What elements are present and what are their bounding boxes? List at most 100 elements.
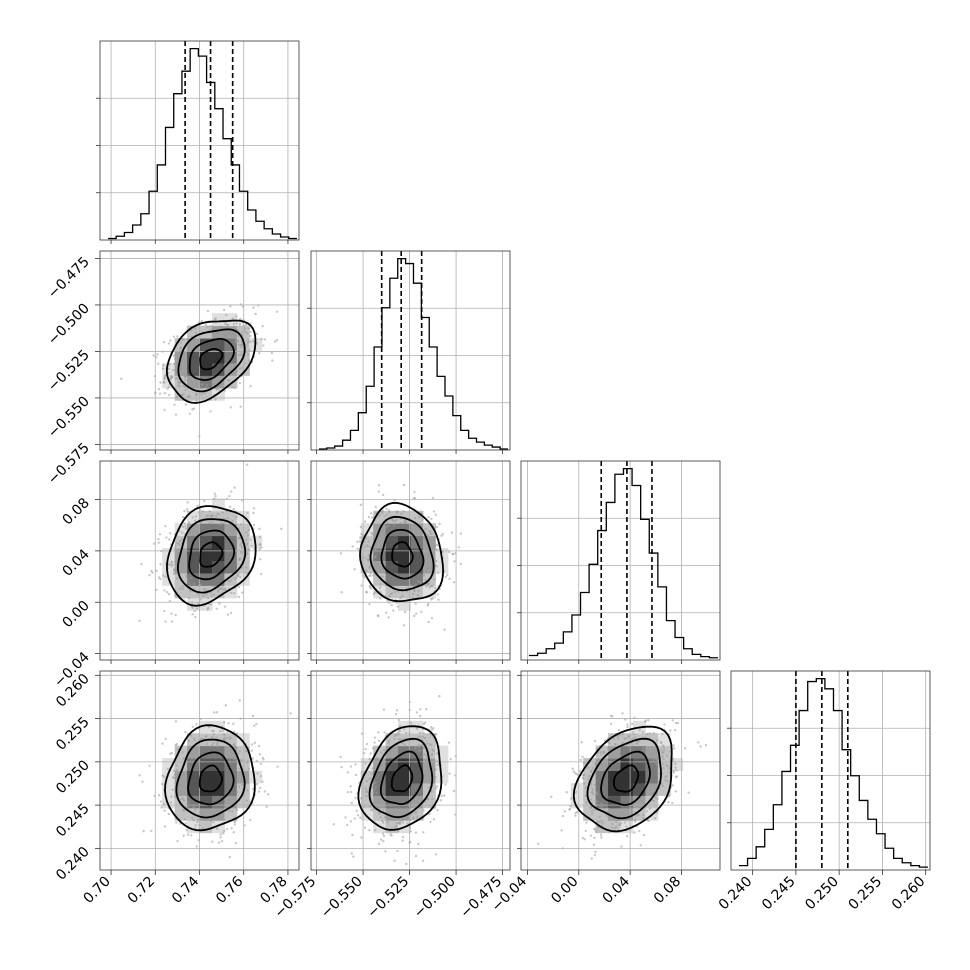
scatter-point bbox=[432, 538, 435, 542]
scatter-point bbox=[194, 385, 197, 389]
scatter-point bbox=[417, 749, 420, 752]
scatter-point bbox=[185, 828, 188, 832]
scatter-point bbox=[415, 711, 418, 714]
x-tick-label: 0.70 bbox=[81, 874, 114, 907]
scatter-point bbox=[667, 801, 670, 804]
scatter-point bbox=[258, 752, 262, 756]
scatter-point bbox=[582, 762, 586, 765]
x-tick-label: 0.260 bbox=[889, 874, 929, 914]
scatter-point bbox=[178, 587, 182, 591]
scatter-point bbox=[212, 593, 215, 597]
scatter-point bbox=[414, 583, 418, 586]
density-cell bbox=[224, 362, 238, 376]
scatter-point bbox=[258, 786, 262, 790]
scatter-point bbox=[433, 577, 436, 581]
scatter-point bbox=[140, 562, 143, 566]
contour-0 bbox=[391, 541, 414, 568]
scatter-point bbox=[379, 751, 383, 754]
scatter-point bbox=[266, 793, 270, 796]
scatter-point bbox=[252, 306, 255, 309]
scatter-point bbox=[174, 572, 177, 576]
scatter-point bbox=[199, 598, 202, 601]
scatter-point bbox=[237, 752, 240, 755]
density-cell bbox=[435, 758, 449, 771]
scatter-point bbox=[225, 331, 229, 334]
scatter-point bbox=[434, 768, 437, 771]
scatter-point bbox=[204, 323, 208, 327]
scatter-point bbox=[351, 833, 354, 837]
scatter-point bbox=[141, 780, 144, 783]
scatter-point bbox=[353, 817, 356, 820]
scatter-point bbox=[394, 712, 398, 716]
scatter-point bbox=[174, 613, 177, 617]
scatter-point bbox=[213, 328, 217, 331]
scatter-point bbox=[194, 515, 198, 518]
scatter-point bbox=[173, 568, 176, 572]
density-cells-layer bbox=[162, 313, 684, 834]
scatter-point bbox=[163, 380, 166, 383]
scatter-point bbox=[650, 753, 653, 757]
scatter-point bbox=[413, 614, 416, 618]
scatter-point bbox=[163, 589, 166, 592]
scatter-point bbox=[167, 812, 171, 816]
scatter-point bbox=[431, 547, 434, 551]
scatter-point bbox=[238, 557, 242, 560]
scatter-point bbox=[213, 816, 216, 819]
scatter-point bbox=[228, 809, 231, 813]
scatter-point bbox=[594, 799, 598, 803]
scatter-point bbox=[216, 512, 219, 516]
scatter-point bbox=[169, 801, 172, 804]
scatter-point bbox=[233, 486, 236, 489]
scatter-point bbox=[240, 346, 243, 349]
scatter-point bbox=[386, 524, 390, 528]
scatter-point bbox=[194, 748, 198, 751]
scatter-point bbox=[213, 326, 217, 329]
scatter-point bbox=[654, 796, 657, 799]
scatter-point bbox=[379, 838, 383, 841]
scatter-point bbox=[401, 742, 404, 745]
scatter-point bbox=[448, 550, 451, 554]
scatter-point bbox=[364, 747, 367, 751]
scatter-point bbox=[208, 510, 212, 513]
scatter-point bbox=[236, 328, 240, 332]
scatter-point bbox=[177, 380, 180, 384]
scatter-point bbox=[179, 791, 183, 794]
scatter-point bbox=[609, 809, 612, 812]
scatter-point bbox=[377, 484, 381, 487]
scatter-point bbox=[259, 557, 262, 561]
scatter-point bbox=[228, 855, 232, 859]
scatter-point bbox=[429, 532, 432, 535]
scatter-point bbox=[373, 563, 377, 566]
scatter-point bbox=[201, 812, 205, 815]
scatter-point bbox=[390, 604, 393, 607]
scatter-point bbox=[568, 807, 572, 811]
scatter-point bbox=[197, 387, 200, 391]
scatter-point bbox=[226, 736, 229, 740]
scatter-point bbox=[232, 830, 235, 834]
scatter-point bbox=[617, 728, 621, 732]
scatter-point bbox=[404, 610, 407, 614]
scatter-point bbox=[638, 729, 641, 732]
scatter-point bbox=[382, 809, 385, 812]
scatter-point bbox=[189, 734, 193, 737]
scatter-point bbox=[431, 748, 434, 751]
scatter-point bbox=[632, 732, 635, 735]
density-cell bbox=[174, 585, 188, 599]
scatter-point bbox=[240, 343, 243, 346]
scatter-point bbox=[250, 544, 253, 547]
scatter-point bbox=[359, 525, 363, 529]
scatter-point bbox=[356, 814, 360, 817]
scatter-point bbox=[241, 366, 244, 369]
scatter-point bbox=[627, 736, 630, 739]
scatter-point bbox=[240, 783, 244, 787]
scatter-point bbox=[374, 757, 378, 761]
scatter-point bbox=[233, 823, 236, 826]
scatter-point bbox=[435, 733, 438, 736]
x-tick-label: 0.255 bbox=[846, 874, 886, 914]
scatter-point bbox=[446, 573, 449, 577]
scatter-point bbox=[148, 764, 151, 768]
scatter-point bbox=[358, 540, 362, 543]
scatter-point bbox=[163, 377, 166, 380]
scatter-point bbox=[186, 338, 190, 341]
scatter-point bbox=[196, 504, 199, 507]
